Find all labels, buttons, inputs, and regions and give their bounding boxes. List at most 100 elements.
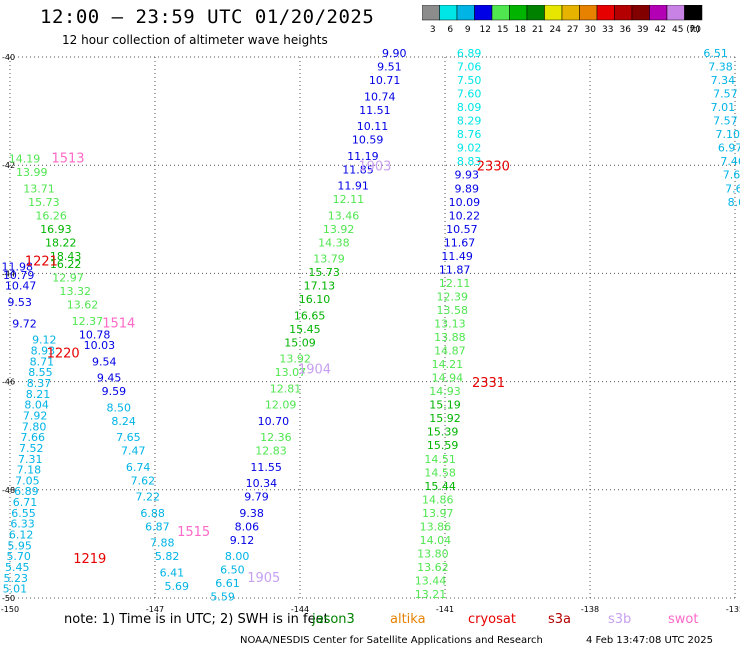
wave-height-label: 7.92 xyxy=(23,409,48,422)
satellite-jason3: jason3 xyxy=(312,612,355,627)
x-tick-label: -138 xyxy=(581,605,599,614)
scale-label-6: 6 xyxy=(447,25,453,35)
wave-height-label: 13.80 xyxy=(417,547,449,560)
wave-height-label: 10.03 xyxy=(84,339,116,352)
wave-height-label: 9.51 xyxy=(377,61,402,74)
wave-height-label: 5.70 xyxy=(6,550,31,563)
wave-height-label: 7.38 xyxy=(708,61,733,74)
x-tick-label: -141 xyxy=(436,605,454,614)
wave-height-label: 8.71 xyxy=(30,355,55,368)
track-18: 15.44 xyxy=(424,480,456,493)
y-tick-label: -42 xyxy=(2,161,15,170)
wave-height-label: 7.57 xyxy=(713,88,738,101)
wave-height-label: 17.13 xyxy=(304,280,336,293)
wave-height-label: 5.95 xyxy=(7,539,32,552)
scale-label-9: 9 xyxy=(465,25,471,35)
wave-height-label: 6.55 xyxy=(11,507,36,520)
wave-height-label: 13.07 xyxy=(275,366,307,379)
wave-height-label: 8.04 xyxy=(24,399,49,412)
wave-height-label: 7.57 xyxy=(713,115,738,128)
wave-height-label: 14.51 xyxy=(424,453,456,466)
wave-height-label: 13.62 xyxy=(417,561,449,574)
wave-height-label: 15.59 xyxy=(427,439,459,452)
wave-height-label: 9.59 xyxy=(102,385,127,398)
wave-height-label: 12.37 xyxy=(72,315,104,328)
wave-height-label: 5.82 xyxy=(155,550,180,563)
wave-height-label: 13.62 xyxy=(67,299,99,312)
track-6: 5.596.616.508.00 xyxy=(210,550,249,604)
wave-height-label: 12.81 xyxy=(270,382,302,395)
wave-height-label: 7.65 xyxy=(116,431,141,444)
scale-label-45: 45 xyxy=(672,25,683,35)
wave-height-label: 8.09 xyxy=(457,101,482,114)
wave-height-label: 12.83 xyxy=(255,445,287,458)
wave-height-label: 18.22 xyxy=(45,236,77,249)
wave-height-label: 15.39 xyxy=(427,426,459,439)
wave-height-label: 8.29 xyxy=(457,115,482,128)
wave-height-label: 8.76 xyxy=(457,128,482,141)
wave-height-label: 14.94 xyxy=(432,372,464,385)
wave-height-label: 13.86 xyxy=(420,520,452,533)
scale-label-70: 70 xyxy=(690,25,702,35)
wave-height-label: 13.44 xyxy=(415,574,447,587)
wave-height-label: 10.22 xyxy=(449,209,481,222)
scale-label-12: 12 xyxy=(480,25,491,35)
wave-height-label: 15.09 xyxy=(284,336,316,349)
wave-height-label: 8.93 xyxy=(31,345,56,358)
y-tick-label: -44 xyxy=(2,269,15,278)
wave-height-label: 10.11 xyxy=(357,120,389,133)
scale-unit: (ft) xyxy=(686,25,700,35)
scale-label-42: 42 xyxy=(655,25,666,35)
wave-height-label: 12.11 xyxy=(333,193,365,206)
wave-height-label: 7.31 xyxy=(18,453,43,466)
wave-height-label: 8.21 xyxy=(26,388,51,401)
wave-height-label: 11.98 xyxy=(2,261,34,274)
wave-height-label: 9.38 xyxy=(239,507,264,520)
wave-height-label: 9.72 xyxy=(12,318,37,331)
track-0: 5.015.235.455.705.956.126.336.556.716.89… xyxy=(3,334,57,596)
footer-timestamp: 4 Feb 13:47:08 UTC 2025 xyxy=(586,635,713,646)
wave-height-label: 13.46 xyxy=(328,209,360,222)
satellite-swot: swot xyxy=(668,612,699,627)
wave-height-label: 7.22 xyxy=(136,491,161,504)
wave-height-label: 7.52 xyxy=(19,442,44,455)
wave-height-label: 14.38 xyxy=(318,236,350,249)
pass-time-label: 1904 xyxy=(298,362,331,377)
wave-height-label: 12.36 xyxy=(260,431,292,444)
wave-height-label: 10.34 xyxy=(246,477,278,490)
track-21: 6.517.387.347.577.017.577.106.977.467.66… xyxy=(703,47,740,209)
track-15: 12.1112.3913.5813.1313.8814.8714.2114.94… xyxy=(429,277,470,398)
scale-label-30: 30 xyxy=(585,25,597,35)
wave-height-label: 16.22 xyxy=(50,258,82,271)
satellite-cryosat: cryosat xyxy=(468,612,516,627)
wave-height-label: 9.90 xyxy=(382,47,407,60)
wave-height-label: 7.62 xyxy=(131,474,156,487)
chart-title: 12:00 – 23:59 UTC 01/20/2025 xyxy=(40,6,375,28)
wave-height-label: 13.97 xyxy=(422,507,454,520)
wave-height-label: 5.69 xyxy=(165,580,190,593)
wave-height-label: 7.66 xyxy=(723,169,740,182)
wave-height-label: 11.51 xyxy=(359,104,391,117)
wave-height-label: 7.88 xyxy=(150,537,175,550)
wave-height-label: 7.18 xyxy=(17,464,42,477)
wave-height-label: 10.79 xyxy=(3,269,35,282)
wave-height-label: 6.89 xyxy=(14,485,39,498)
wave-height-label: 16.93 xyxy=(40,223,72,236)
pass-time-label: 2330 xyxy=(477,160,510,175)
wave-height-label: 9.79 xyxy=(244,491,269,504)
wave-height-label: 15.45 xyxy=(289,323,321,336)
pass-time-label: 1513 xyxy=(51,151,84,166)
wave-height-label: 14.04 xyxy=(420,534,452,547)
wave-height-label: 8.06 xyxy=(235,520,260,533)
wave-height-label: 14.93 xyxy=(429,385,461,398)
x-tick-label: -135 xyxy=(726,605,740,614)
note-text: note: 1) Time is in UTC; 2) SWH is in fe… xyxy=(64,612,329,627)
scale-label-21: 21 xyxy=(532,25,543,35)
wave-height-label: 5.23 xyxy=(4,572,29,585)
x-tick-label: -150 xyxy=(1,605,19,614)
